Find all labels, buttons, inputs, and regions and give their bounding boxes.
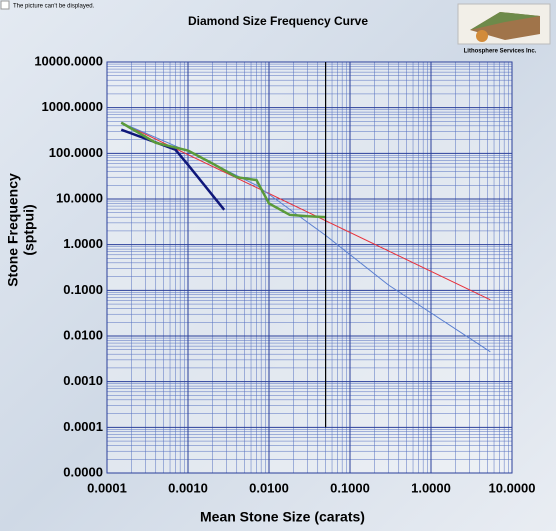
y-tick-label: 1.0000	[63, 236, 103, 251]
broken-image-icon	[0, 0, 10, 10]
plot-border	[106, 61, 513, 474]
y-tick-label: 0.0001	[63, 419, 103, 434]
logo-text: Lithosphere Services Inc.	[464, 49, 537, 55]
x-tick-label: 0.0100	[249, 480, 289, 495]
y-tick-label: 10000.0000	[34, 53, 103, 68]
series-line	[121, 122, 491, 301]
y-tick-label: 0.0010	[63, 373, 103, 388]
y-tick-label: 0.0100	[63, 327, 103, 342]
y-axis-label: (sptpui)	[21, 204, 37, 255]
x-tick-label: 10.0000	[489, 480, 536, 495]
plot-area	[107, 62, 512, 473]
x-axis-label: Mean Stone Size (carats)	[200, 509, 365, 525]
chart-title: Diamond Size Frequency Curve	[188, 14, 368, 28]
y-tick-label: 1000.0000	[42, 99, 103, 114]
series-line	[120, 121, 326, 219]
x-tick-label: 0.0001	[87, 480, 127, 495]
x-tick-label: 0.1000	[330, 480, 370, 495]
placeholder-text: The picture can't be displayed.	[13, 4, 95, 10]
y-axis-label: Stone Frequency	[5, 173, 21, 287]
y-tick-label: 10.0000	[56, 190, 103, 205]
logo	[457, 3, 551, 45]
y-tick-label: 100.0000	[49, 145, 103, 160]
x-tick-label: 1.0000	[411, 480, 451, 495]
x-tick-label: 0.0010	[168, 480, 208, 495]
y-tick-label: 0.1000	[63, 282, 103, 297]
y-tick-label: 0.0000	[63, 464, 103, 479]
